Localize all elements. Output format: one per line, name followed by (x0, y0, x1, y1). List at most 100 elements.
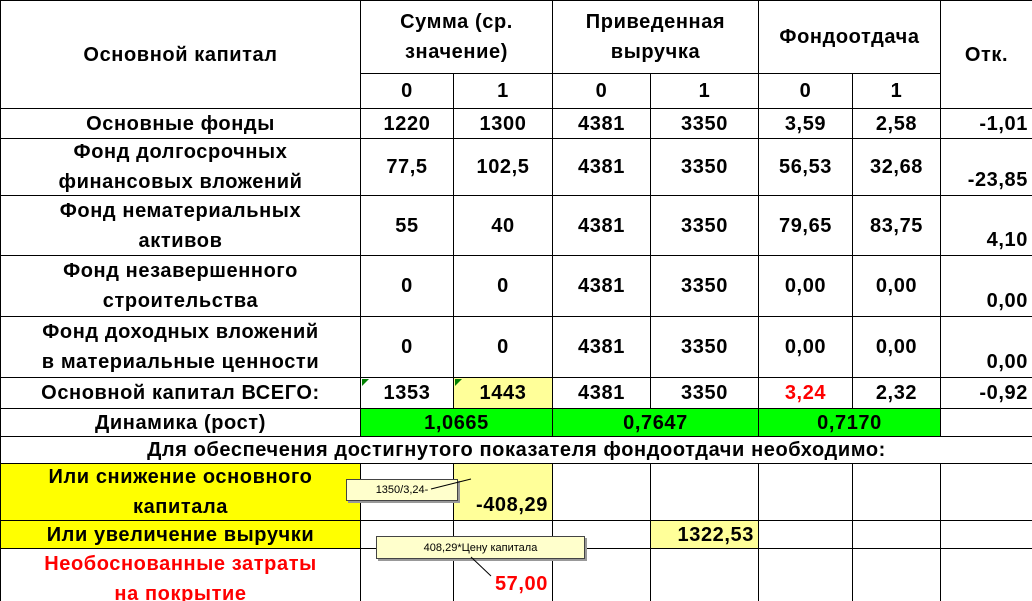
value-cell: 56,53 (759, 139, 853, 196)
empty-cell (759, 464, 853, 521)
value-cell: 102,5 (454, 139, 553, 196)
cell-text: Основные фонды (86, 112, 275, 135)
cell-text: 0,00 (875, 336, 918, 358)
value-cell: 1353 (361, 378, 454, 409)
cell-text: -1,01 (979, 112, 1028, 135)
cell-text: Динамика (рост) (95, 411, 266, 434)
cell-text: Фонд нематериальных (59, 199, 302, 222)
empty-cell (853, 521, 941, 549)
empty-cell (759, 549, 853, 601)
cell-text: 0 (401, 275, 413, 297)
increase-label: Или увеличение выручки (1, 521, 361, 549)
cell-text: 3350 (681, 112, 728, 135)
value-cell: -1,01 (941, 109, 1032, 139)
empty-cell (651, 549, 759, 601)
cell-text: 102,5 (476, 156, 530, 178)
value-cell: 0,00 (759, 256, 853, 317)
cell-text: -408,29 (475, 494, 548, 516)
empty-cell (941, 521, 1032, 549)
cell-text: 0,00 (875, 275, 918, 297)
cell-text: 0 (799, 80, 812, 102)
subheader-cell: 1 (853, 74, 941, 109)
value-cell: 3,59 (759, 109, 853, 139)
value-cell: 0 (361, 256, 454, 317)
cell-text: 4,10 (986, 229, 1028, 251)
reduction-label: Или снижение основного капитала (1, 464, 361, 521)
value-cell: 0 (454, 256, 553, 317)
cell-text: выручка (610, 41, 701, 63)
value-cell: 0,00 (853, 256, 941, 317)
cell-text: Фонд доходных вложений (42, 321, 319, 343)
cell-text: 57,00 (494, 573, 548, 595)
cell-text: Или снижение основного (48, 466, 313, 488)
reduction-value: -408,29 (454, 464, 553, 521)
comment: 1350/3,24- (346, 479, 458, 501)
cell-text: 0,00 (986, 351, 1028, 373)
empty-cell (553, 521, 651, 549)
cell-text: 1220 (383, 112, 431, 135)
header-cell: Приведенная выручка (553, 1, 759, 74)
cell-text: 1300 (479, 112, 527, 135)
increase-value: 1322,53 (651, 521, 759, 549)
cell-text: 3350 (681, 336, 728, 358)
cell-text: 0,7647 (623, 411, 688, 434)
subheader-cell: 1 (454, 74, 553, 109)
value-cell: 0,00 (941, 317, 1032, 378)
cell-text: 77,5 (386, 156, 428, 178)
value-cell: 0,00 (853, 317, 941, 378)
value-cell: 1220 (361, 109, 454, 139)
value-cell: 1443 (454, 378, 553, 409)
cell-marker (362, 379, 369, 386)
empty-cell (651, 464, 759, 521)
value-cell: 4381 (553, 378, 651, 409)
empty-cell (853, 464, 941, 521)
header-cell: Сумма (ср. значение) (361, 1, 553, 74)
cell-text: 1443 (479, 382, 527, 404)
row-label: Фонд доходных вложений в материальные цен… (1, 317, 361, 378)
costs-value: 57,00 (454, 549, 553, 601)
empty-cell (553, 549, 651, 601)
cell-text: строительства (102, 290, 259, 312)
cell-text: 40 (491, 214, 515, 237)
value-cell: 79,65 (759, 196, 853, 256)
cell-text: Или увеличение выручки (46, 523, 315, 546)
cell-text: 1 (497, 80, 509, 102)
cell-text: значение) (405, 41, 508, 63)
cell-text: 2,32 (875, 382, 918, 404)
comment-arrow (430, 478, 472, 490)
cell-text: 1,0665 (424, 411, 489, 434)
cell-text: 4381 (578, 214, 625, 237)
value-cell: 3,24 (759, 378, 853, 409)
cell-text: Отк. (964, 43, 1009, 66)
cell-text: Основной капитал (83, 43, 278, 66)
value-cell: 3350 (651, 139, 759, 196)
empty-cell (361, 549, 454, 601)
value-cell: 3350 (651, 317, 759, 378)
dynamics-value: 1,0665 (361, 409, 553, 437)
cell-text: 32,68 (869, 156, 924, 178)
row-label: Фонд незавершенного строительства (1, 256, 361, 317)
cell-text: 2,58 (875, 112, 918, 135)
header-cell: Фондоотдача (759, 1, 941, 74)
cell-text: 3350 (681, 275, 728, 297)
cell-text: -23,85 (967, 169, 1028, 191)
value-cell: 4381 (553, 109, 651, 139)
value-cell: 2,58 (853, 109, 941, 139)
empty-cell (553, 464, 651, 521)
cell-text: в материальные ценности (41, 351, 320, 373)
cell-text: Приведенная (585, 11, 726, 33)
cell-text: 3350 (681, 156, 728, 178)
empty-cell (759, 521, 853, 549)
value-cell: 3350 (651, 378, 759, 409)
value-cell: 83,75 (853, 196, 941, 256)
dynamics-label: Динамика (рост) (1, 409, 361, 437)
empty-cell (853, 549, 941, 601)
cell-text: 0,00 (784, 275, 827, 297)
cell-text: 3,24 (784, 382, 827, 404)
cell-text: 4381 (578, 275, 625, 297)
cell-text: Сумма (ср. (400, 11, 513, 33)
value-cell: 4381 (553, 256, 651, 317)
cell-text: 408,29*Цену капитала (423, 541, 538, 554)
subheader-cell: 0 (361, 74, 454, 109)
